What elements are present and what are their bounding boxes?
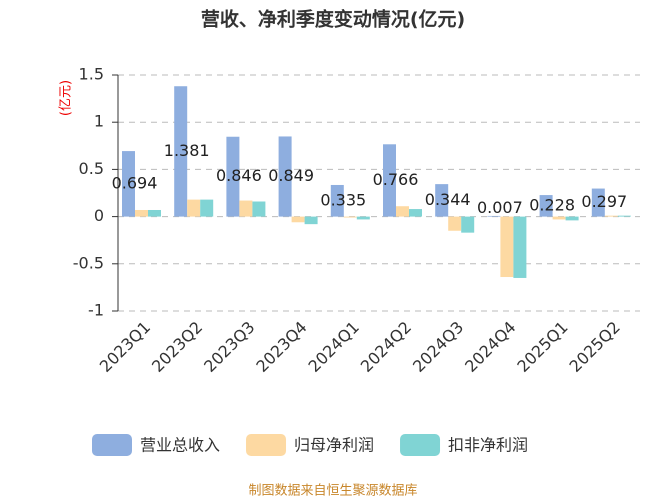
bar xyxy=(552,216,566,220)
data-label: 0.344 xyxy=(425,190,471,209)
bar xyxy=(461,216,475,233)
bar xyxy=(591,188,605,217)
bar xyxy=(343,216,357,218)
y-tick-label: 0.5 xyxy=(79,159,104,178)
y-tick-label: -0.5 xyxy=(73,253,104,272)
bar xyxy=(617,215,631,217)
bar xyxy=(291,216,305,223)
data-label: 0.766 xyxy=(373,170,419,189)
bar xyxy=(135,209,148,217)
data-label: 0.846 xyxy=(216,166,262,185)
x-tick-label: 2023Q3 xyxy=(200,318,258,376)
bar xyxy=(604,215,618,217)
bar xyxy=(513,216,527,278)
bar xyxy=(539,195,553,217)
bar xyxy=(409,209,422,217)
x-tick-label: 2025Q1 xyxy=(513,318,571,376)
bar xyxy=(487,215,501,217)
bar xyxy=(278,136,292,217)
y-tick-label: -1 xyxy=(88,301,104,320)
legend-label: 归母净利润 xyxy=(294,436,374,455)
y-axis-label: (亿元) xyxy=(59,80,74,116)
bar xyxy=(435,184,449,217)
data-label: 0.335 xyxy=(320,190,366,209)
bar xyxy=(200,199,214,217)
bar xyxy=(565,216,579,221)
bar xyxy=(122,151,135,217)
bar xyxy=(148,209,161,217)
y-tick-label: 1 xyxy=(94,112,104,131)
bar xyxy=(252,201,266,217)
x-tick-label: 2025Q2 xyxy=(566,318,624,376)
legend-swatch xyxy=(400,434,441,456)
bar xyxy=(304,216,318,225)
bar xyxy=(239,200,253,217)
bar xyxy=(356,216,370,220)
data-label: 0.694 xyxy=(112,173,158,192)
data-label: 0.228 xyxy=(529,195,575,214)
x-tick-label: 2023Q1 xyxy=(96,318,154,376)
x-tick-label: 2024Q2 xyxy=(357,318,415,376)
bar xyxy=(396,206,409,217)
source-note: 制图数据来自恒生聚源数据库 xyxy=(248,483,417,499)
legend-label: 扣非净利润 xyxy=(448,436,528,455)
legend-swatch xyxy=(92,434,132,456)
x-tick-label: 2023Q4 xyxy=(252,318,310,376)
x-tick-label: 2024Q3 xyxy=(409,318,467,376)
bar xyxy=(330,184,344,217)
bar xyxy=(187,199,201,217)
bar xyxy=(383,144,396,217)
legend-label: 营业总收入 xyxy=(140,436,220,455)
y-tick-label: 1.5 xyxy=(79,65,104,84)
data-label: 0.007 xyxy=(477,198,523,217)
bar xyxy=(226,136,240,217)
chart-title: 营收、净利季度变动情况(亿元) xyxy=(201,8,465,31)
bar xyxy=(174,86,188,217)
data-label: 0.297 xyxy=(581,192,627,211)
bar xyxy=(448,216,462,231)
data-label: 1.381 xyxy=(164,141,210,160)
x-tick-label: 2023Q2 xyxy=(148,318,206,376)
x-tick-label: 2024Q4 xyxy=(461,318,519,376)
x-tick-label: 2024Q1 xyxy=(305,318,363,376)
bar xyxy=(500,216,514,278)
legend-swatch xyxy=(246,434,287,456)
y-tick-label: 0 xyxy=(94,206,104,225)
data-label: 0.849 xyxy=(268,166,314,185)
